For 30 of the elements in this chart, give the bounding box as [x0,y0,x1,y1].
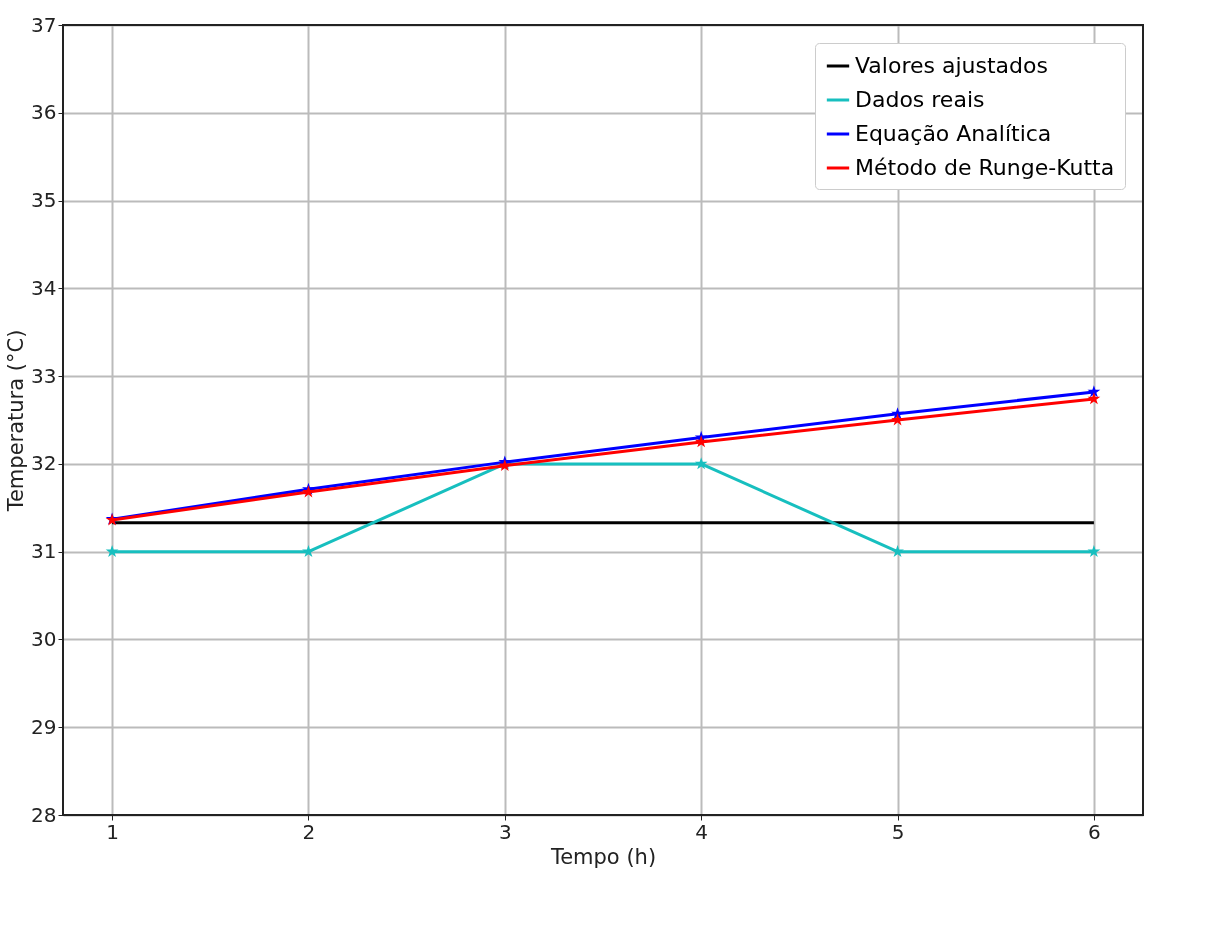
y-tick-label: 32 [31,451,57,476]
y-tick-label: 37 [31,12,57,37]
point [1087,385,1101,398]
x-tick-label: 3 [498,819,512,844]
y-tick-label: 29 [31,714,57,739]
x-tick-label: 4 [695,819,709,844]
point [1087,392,1101,405]
y-tick-label: 36 [31,100,57,125]
x-tick-label: 6 [1088,819,1101,844]
x-axis-title: Tempo (h) [549,844,657,869]
legend-label: Dados reais [855,87,985,112]
y-tick-label: 35 [31,188,57,213]
point [694,435,708,448]
x-tick-label: 1 [106,819,119,844]
y-tick-label: 34 [31,275,57,300]
x-tick-label: 5 [891,819,905,844]
point [694,457,708,470]
y-tick-label: 33 [31,363,57,388]
legend-label: Equação Analítica [855,121,1052,146]
y-tick-label: 30 [31,626,57,651]
point [105,544,119,558]
y-tick-label: 31 [31,539,57,564]
point [891,544,904,558]
point [1087,544,1101,558]
x-tick-label: 2 [302,819,316,844]
legend-label: Valores ajustados [855,53,1048,78]
y-tick-label: 28 [31,802,57,827]
point [302,544,315,558]
legend-label: Método de Runge-Kutta [855,155,1115,180]
y-axis-title: Temperatura (°C) [4,329,29,513]
